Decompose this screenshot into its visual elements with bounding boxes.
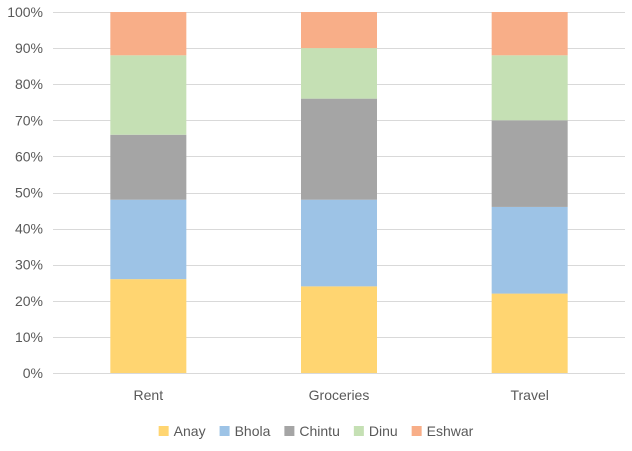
bar-segment	[491, 120, 568, 207]
legend-label: Anay	[174, 423, 206, 439]
legend-swatch	[219, 426, 230, 436]
bar-segment	[110, 12, 187, 56]
y-tick-label: 90%	[15, 40, 43, 56]
legend-item: Bhola	[219, 423, 271, 439]
legend-item: Anay	[158, 423, 206, 439]
legend-swatch	[411, 426, 422, 436]
bar-segment	[110, 199, 187, 280]
bar-segment	[491, 293, 568, 373]
bars: Rent Groceries Travel	[110, 12, 568, 403]
legend-item: Chintu	[284, 423, 340, 439]
x-tick-label: Groceries	[309, 387, 370, 403]
legend-label: Bhola	[235, 423, 271, 439]
y-tick-label: 20%	[15, 293, 43, 309]
bar-segment	[110, 134, 187, 200]
y-tick-label: 80%	[15, 76, 43, 92]
bar-segment	[110, 55, 187, 135]
legend-item: Eshwar	[411, 423, 474, 439]
legend-label: Eshwar	[427, 423, 474, 439]
x-tick-label: Rent	[134, 387, 164, 403]
legend-label: Chintu	[299, 423, 339, 439]
bar-segment	[491, 55, 568, 121]
y-tick-label: 50%	[15, 185, 43, 201]
y-tick-label: 40%	[15, 221, 43, 237]
y-axis: 0% 10% 20% 30% 40% 50% 60% 70% 80% 90% 100%	[7, 4, 43, 381]
legend-swatch	[158, 426, 169, 436]
legend: Anay Bhola Chintu Dinu Eshwar	[158, 423, 474, 439]
bar-segment	[110, 279, 187, 373]
y-tick-label: 0%	[23, 365, 43, 381]
legend-item: Dinu	[353, 423, 398, 439]
bar-segment	[301, 98, 377, 200]
legend-swatch	[284, 426, 295, 436]
x-tick-label: Travel	[510, 387, 548, 403]
bar-segment	[491, 206, 568, 294]
y-tick-label: 30%	[15, 257, 43, 273]
bar-segment	[301, 12, 377, 49]
y-tick-label: 10%	[15, 329, 43, 345]
bar-segment	[491, 12, 568, 56]
legend-label: Dinu	[369, 423, 398, 439]
bar-segment	[301, 286, 377, 373]
y-tick-label: 100%	[7, 4, 43, 20]
legend-swatch	[353, 426, 364, 436]
y-tick-label: 60%	[15, 148, 43, 164]
bar-segment	[301, 48, 377, 99]
y-tick-label: 70%	[15, 112, 43, 128]
bar-segment	[301, 199, 377, 287]
